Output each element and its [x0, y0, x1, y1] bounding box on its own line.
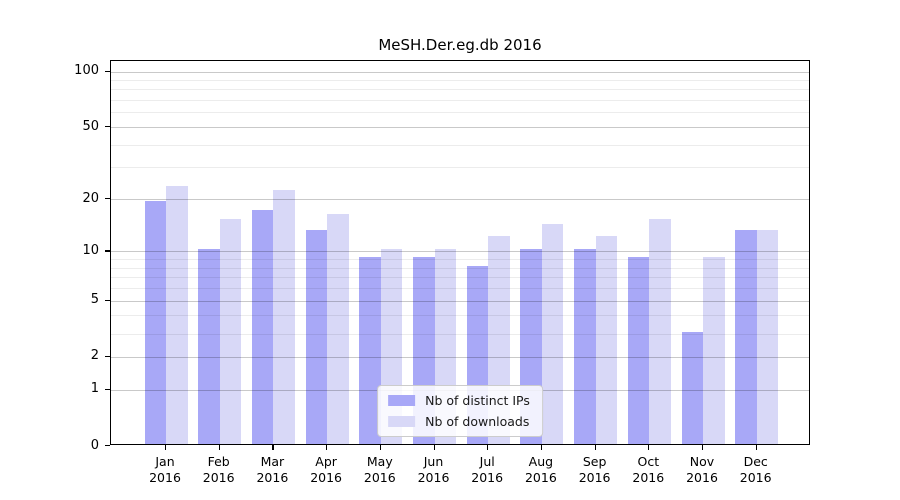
legend-entry-downloads: Nb of downloads — [388, 414, 530, 429]
major-gridline — [111, 199, 809, 200]
minor-gridline — [111, 100, 809, 102]
bar-distinct-ips-oct — [627, 257, 650, 444]
y-tick-label-2: 2 — [90, 348, 99, 364]
legend-swatch-distinct-ips — [388, 395, 416, 406]
bar-distinct-ips-may — [359, 257, 381, 444]
bar-downloads-jan — [166, 186, 188, 444]
plot-area: Nb of distinct IPs Nb of downloads — [110, 60, 810, 445]
bar-distinct-ips-feb — [198, 249, 220, 444]
chart-title: MeSH.Der.eg.db 2016 — [378, 36, 542, 54]
y-tick-label-100: 100 — [74, 63, 99, 78]
x-axis-tick — [272, 445, 274, 450]
y-tick-label-0: 0 — [90, 437, 99, 453]
x-tick-label-jun: Jun 2016 — [417, 454, 450, 485]
x-axis-tick — [755, 445, 757, 450]
x-axis-tick — [540, 445, 543, 450]
y-axis-tick — [105, 445, 110, 447]
x-axis-tick — [165, 445, 167, 450]
major-gridline — [111, 127, 809, 128]
minor-gridline — [111, 267, 809, 269]
x-axis-tick — [433, 445, 435, 450]
x-axis-tick — [594, 445, 596, 450]
x-tick-label-jan: Jan 2016 — [149, 454, 181, 485]
bar-downloads-oct — [649, 219, 671, 444]
bar-downloads-mar — [273, 189, 295, 444]
x-axis-tick — [648, 445, 650, 450]
x-tick-label-jul: Jul 2016 — [471, 454, 504, 485]
bar-downloads-dec — [756, 229, 779, 444]
y-axis-tick — [105, 388, 110, 390]
bar-distinct-ips-apr — [305, 229, 328, 444]
minor-gridline — [111, 333, 809, 335]
bar-distinct-ips-sep — [574, 249, 596, 444]
y-axis-tick — [105, 198, 110, 200]
x-tick-label-may: May 2016 — [363, 454, 396, 485]
y-axis-tick — [105, 355, 110, 358]
x-tick-label-sep: Sep 2016 — [578, 454, 611, 485]
major-gridline — [111, 251, 809, 253]
x-axis-tick — [487, 445, 489, 450]
minor-gridline — [111, 144, 809, 146]
y-axis-tick — [105, 250, 110, 252]
minor-gridline — [111, 288, 809, 290]
y-tick-label-5: 5 — [90, 292, 99, 308]
x-tick-label-dec: Dec 2016 — [739, 454, 772, 485]
legend-entry-distinct-ips: Nb of distinct IPs — [388, 393, 530, 408]
legend-label-distinct-ips: Nb of distinct IPs — [425, 393, 530, 408]
x-tick-label-aug: Aug 2016 — [524, 454, 557, 485]
bar-distinct-ips-dec — [735, 229, 757, 444]
x-tick-label-oct: Oct 2016 — [632, 454, 665, 485]
bar-downloads-nov — [703, 257, 725, 444]
minor-gridline — [111, 315, 809, 317]
y-tick-label-20: 20 — [82, 190, 99, 206]
bar-distinct-ips-mar — [251, 209, 274, 444]
x-tick-label-feb: Feb 2016 — [202, 454, 235, 485]
minor-gridline — [111, 259, 809, 261]
x-tick-label-mar: Mar 2016 — [256, 454, 289, 485]
minor-gridline — [111, 112, 809, 114]
major-gridline — [111, 300, 809, 302]
x-tick-label-nov: Nov 2016 — [686, 454, 718, 485]
bar-downloads-apr — [327, 214, 349, 444]
minor-gridline — [111, 277, 809, 279]
x-axis-tick — [702, 445, 704, 450]
bar-downloads-sep — [595, 235, 618, 444]
bar-distinct-ips-jan — [144, 200, 166, 444]
y-axis-tick — [105, 70, 110, 72]
bar-downloads-feb — [219, 219, 242, 444]
x-tick-label-apr: Apr 2016 — [310, 454, 342, 485]
minor-gridline — [111, 89, 809, 91]
legend: Nb of distinct IPs Nb of downloads — [377, 385, 543, 437]
major-gridline — [111, 71, 809, 73]
legend-label-downloads: Nb of downloads — [425, 414, 530, 429]
y-tick-label-50: 50 — [82, 118, 99, 134]
x-axis-tick — [218, 445, 220, 450]
y-axis-tick — [105, 126, 110, 128]
bar-downloads-aug — [541, 224, 564, 444]
x-axis-tick — [326, 445, 328, 450]
minor-gridline — [111, 80, 809, 81]
minor-gridline — [111, 167, 809, 169]
x-axis-tick — [379, 445, 381, 450]
bar-distinct-ips-nov — [681, 331, 703, 444]
y-tick-label-10: 10 — [82, 242, 99, 258]
y-tick-label-1: 1 — [90, 381, 99, 397]
legend-swatch-downloads — [388, 416, 416, 427]
y-axis-tick — [105, 299, 110, 301]
major-gridline — [111, 356, 809, 358]
